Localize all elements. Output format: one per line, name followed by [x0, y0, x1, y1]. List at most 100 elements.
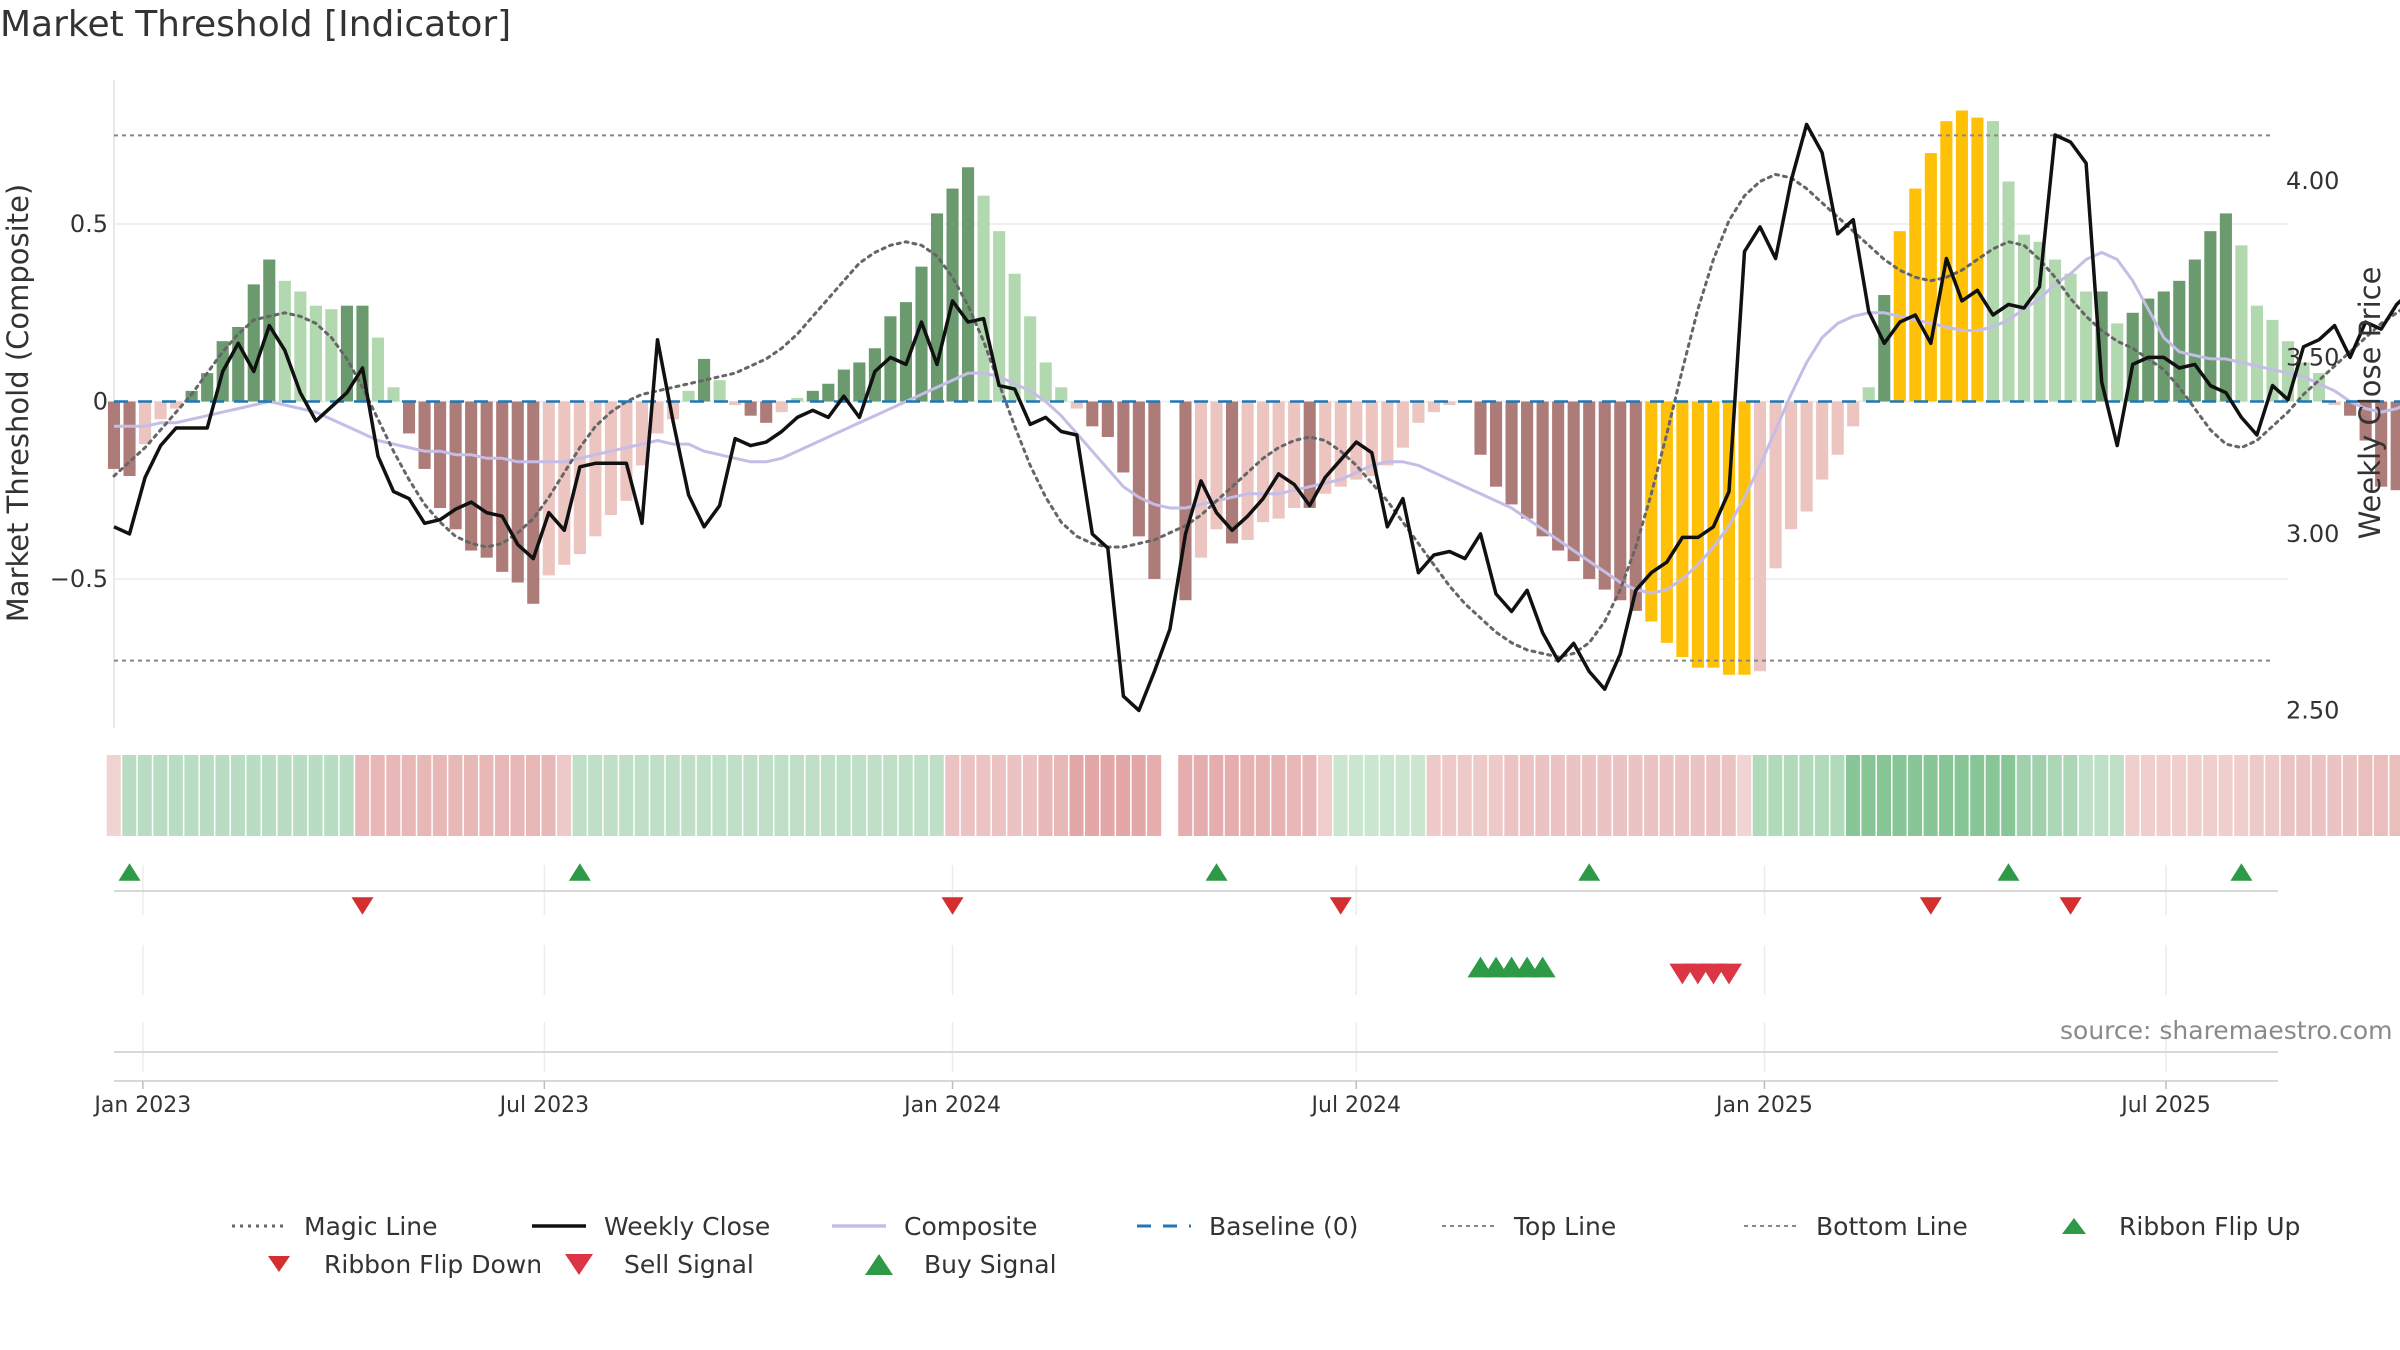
- histogram-bar: [2359, 401, 2372, 441]
- histogram-bar: [2002, 181, 2015, 402]
- histogram-bar: [340, 305, 353, 402]
- histogram-bar: [542, 401, 555, 576]
- ribbon-cell: [1908, 755, 1923, 836]
- histogram-bar: [822, 383, 835, 402]
- ribbon-cell: [1783, 755, 1798, 836]
- ribbon-cell: [805, 755, 820, 836]
- ribbon-flip-up-marker: [2230, 863, 2253, 881]
- ribbon-cell: [106, 755, 121, 836]
- histogram-bar: [1055, 387, 1068, 402]
- ribbon-cell: [1768, 755, 1783, 836]
- histogram-bar: [527, 401, 540, 604]
- ribbon-cell: [1488, 755, 1503, 836]
- ribbon-cell: [696, 755, 711, 836]
- legend-label: Top Line: [1514, 1211, 1617, 1241]
- ribbon-cell: [1876, 755, 1892, 836]
- ribbon-cell: [1038, 755, 1053, 836]
- histogram-bar: [1567, 401, 1580, 562]
- histogram-bar: [2219, 213, 2232, 402]
- histogram-bar: [2235, 245, 2248, 402]
- histogram-bar: [1427, 401, 1440, 413]
- ribbon-cell: [2234, 755, 2249, 836]
- histogram-bar: [1489, 401, 1503, 487]
- y-right-tick-label: 3.50: [2286, 343, 2339, 371]
- histogram-bar: [2111, 323, 2124, 402]
- ribbon-flip-down-marker: [1329, 897, 1352, 915]
- legend-item-top: Top Line: [1440, 1206, 1616, 1246]
- ribbon-cell: [215, 755, 230, 836]
- market-threshold-chart: 0.5 0 −0.5 4.00 3.50 3.00 2.50 Jan 2023 Jul 202…: [1, 80, 2400, 1118]
- histogram-bar: [806, 390, 819, 402]
- composite-legend-swatch: [832, 1224, 886, 1228]
- legend-item-baseline: Baseline (0): [1135, 1206, 1358, 1246]
- histogram-bar: [1878, 295, 1891, 402]
- ribbon-cell: [168, 755, 183, 836]
- ribbon-cell: [1224, 755, 1239, 836]
- histogram-bar: [371, 337, 385, 402]
- histogram-bar: [993, 231, 1006, 402]
- magic-line: [112, 172, 2400, 659]
- source-credit: source: sharemaestro.com: [2060, 1016, 2393, 1045]
- histogram-bar: [2328, 401, 2341, 406]
- ribbon-cell: [494, 755, 509, 836]
- ribbon-cell: [712, 755, 727, 836]
- ribbon-cell: [2140, 755, 2156, 836]
- y-right-tick-label: 2.50: [2286, 696, 2339, 724]
- histogram-bar: [1909, 188, 1922, 402]
- ribbon-strip: [106, 755, 2400, 836]
- ribbon-cell: [619, 755, 634, 836]
- y-left-tick-label: 0.5: [70, 210, 108, 238]
- histogram-bar: [107, 401, 121, 469]
- histogram-bar: [1800, 401, 1813, 512]
- histogram-bar: [946, 188, 959, 402]
- histogram-bar: [1660, 401, 1673, 643]
- ribbon-cell: [479, 755, 494, 836]
- ribbon-cell: [2203, 755, 2218, 836]
- ribbon-cell: [1131, 755, 1146, 836]
- sell-legend-swatch: [565, 1254, 593, 1275]
- ribbon-cell: [2265, 755, 2280, 836]
- histogram-bar: [729, 401, 742, 406]
- ribbon-cell: [867, 755, 882, 836]
- y-axis-right-label: Weekly Close Price: [2353, 267, 2387, 540]
- histogram-bar: [2033, 241, 2046, 402]
- legend-item-buy: Buy Signal: [850, 1244, 1057, 1284]
- ribbon-cell: [1209, 755, 1224, 836]
- histogram-bar: [1955, 110, 1968, 402]
- legend-label: Magic Line: [304, 1211, 438, 1241]
- ribbon-cell: [122, 755, 137, 836]
- ribbon-flip-up-marker: [118, 863, 141, 881]
- histogram-bar: [1148, 401, 1161, 579]
- histogram-bar: [930, 213, 944, 402]
- ribbon-cell: [2218, 755, 2233, 836]
- ribbon-cell: [1380, 755, 1395, 836]
- ribbon-cell: [1411, 755, 1426, 836]
- ribbon-cell: [1861, 755, 1876, 836]
- histogram-bar: [1598, 401, 1611, 590]
- histogram-bar: [1676, 401, 1689, 658]
- histogram-bar: [1241, 401, 1254, 540]
- ribbon-cell: [1845, 755, 1860, 836]
- ribbon-cell: [1939, 755, 1954, 836]
- histogram-bar: [1039, 362, 1052, 402]
- ribbon-cell: [774, 755, 789, 836]
- ribbon-cell: [463, 755, 478, 836]
- legend-item-sell: Sell Signal: [550, 1244, 754, 1284]
- ribbon-cell: [976, 755, 991, 836]
- ribbon-cell: [526, 755, 541, 836]
- ribbon-cell: [386, 755, 401, 836]
- y-axis-ticks: 0.5 0 −0.5 4.00 3.50 3.00 2.50: [50, 167, 2340, 724]
- magic-legend-swatch: [232, 1224, 286, 1228]
- ribbon-cell: [914, 755, 929, 836]
- ribbon-cell: [2311, 755, 2326, 836]
- histogram-bar: [635, 401, 649, 466]
- legend-label: Bottom Line: [1816, 1211, 1968, 1241]
- histogram-bar: [1443, 401, 1456, 406]
- flip-up-legend-swatch: [2062, 1218, 2086, 1234]
- ribbon-cell: [1302, 755, 1317, 836]
- legend-label: Sell Signal: [624, 1249, 754, 1279]
- histogram-bar: [449, 401, 462, 530]
- histogram-bar: [899, 302, 913, 402]
- ribbon-cell: [1364, 755, 1379, 836]
- ribbon-flip-up-marker: [1205, 863, 1228, 881]
